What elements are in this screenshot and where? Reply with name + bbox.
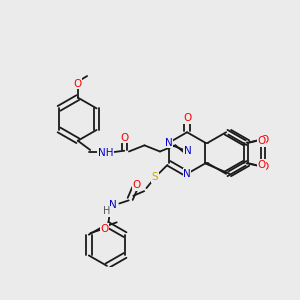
Text: H: H <box>103 206 111 216</box>
Text: O: O <box>257 136 266 146</box>
Text: O: O <box>120 133 128 142</box>
Text: NH: NH <box>98 148 113 158</box>
Text: N: N <box>165 138 173 148</box>
Text: O: O <box>100 224 109 233</box>
Text: N: N <box>184 146 192 157</box>
Text: N: N <box>109 200 117 210</box>
Text: S: S <box>152 172 158 182</box>
Text: O: O <box>183 113 191 123</box>
Text: O: O <box>74 79 82 89</box>
Text: O: O <box>257 160 266 170</box>
Text: O: O <box>261 161 269 172</box>
Text: O: O <box>261 135 269 145</box>
Text: N: N <box>183 169 191 179</box>
Text: O: O <box>132 180 140 190</box>
